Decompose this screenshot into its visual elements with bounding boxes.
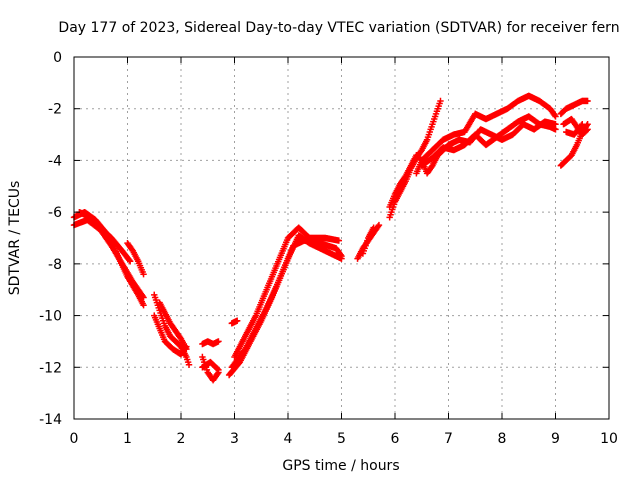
series-track-14 — [228, 317, 241, 327]
y-tick-label: -8 — [48, 257, 62, 273]
series-track-20 — [418, 113, 559, 169]
data-point — [183, 345, 190, 353]
x-tick-label: 9 — [551, 431, 560, 447]
series-track-6 — [151, 312, 190, 358]
y-axis-title: SDTVAR / TECUs — [7, 181, 23, 296]
data-point — [578, 122, 585, 129]
data-point — [552, 113, 559, 120]
y-tick-label: -2 — [48, 102, 62, 118]
y-tick-label: -12 — [39, 360, 62, 376]
data-point — [214, 365, 221, 373]
series-track-15 — [354, 221, 383, 262]
x-tick-label: 6 — [391, 431, 400, 447]
data-point — [583, 122, 590, 129]
data-point — [126, 256, 133, 264]
data-point — [437, 97, 444, 105]
y-tick-label: 0 — [53, 50, 62, 66]
series-track-19 — [413, 92, 559, 177]
data-point — [551, 111, 558, 119]
data-point — [215, 338, 222, 345]
series-track-7 — [156, 299, 190, 353]
data-point — [584, 97, 591, 105]
series-track-16 — [359, 224, 377, 257]
series-track-18 — [386, 118, 559, 211]
x-tick-label: 5 — [337, 431, 346, 447]
x-tick-label: 8 — [498, 431, 507, 447]
data-point — [139, 292, 146, 300]
data-point — [374, 223, 382, 230]
data-point — [338, 255, 345, 262]
x-tick-label: 3 — [230, 431, 239, 447]
x-tick-label: 2 — [177, 431, 186, 447]
series-track-13 — [231, 224, 343, 361]
data-point — [140, 294, 147, 301]
series-track-21 — [557, 97, 591, 118]
series-track-4 — [124, 239, 147, 278]
data-point — [140, 271, 147, 278]
series-track-23 — [557, 121, 591, 169]
data-point — [375, 221, 383, 229]
y-tick-label: -4 — [48, 153, 62, 169]
y-tick-label: -6 — [48, 205, 62, 221]
data-point — [185, 361, 193, 368]
x-tick-label: 0 — [70, 431, 79, 447]
x-tick-label: 10 — [600, 431, 618, 447]
x-tick-label: 4 — [284, 431, 293, 447]
data-point — [140, 302, 147, 309]
data-point — [579, 121, 586, 128]
data-point — [233, 317, 241, 324]
y-ticks: 0 -2 -4 -6 -8 -10 -12 -14 — [39, 50, 609, 428]
y-tick-label: -14 — [39, 412, 62, 428]
grid — [74, 57, 609, 419]
data-point — [370, 224, 377, 231]
series-track-10 — [199, 358, 222, 374]
x-axis-title: GPS time / hours — [282, 458, 399, 474]
y-tick-label: -10 — [39, 309, 62, 325]
data-point — [584, 121, 591, 128]
data-point — [215, 366, 222, 374]
x-ticks: 0 1 2 3 4 5 6 7 8 9 10 — [70, 57, 618, 447]
series-track-24 — [563, 121, 586, 138]
x-tick-label: 1 — [123, 431, 132, 447]
data-point — [126, 258, 134, 265]
x-tick-label: 7 — [444, 431, 453, 447]
data-point — [552, 126, 559, 133]
series-track-12 — [228, 232, 345, 371]
data-point — [335, 237, 343, 244]
series-track-3 — [76, 208, 134, 265]
data-marks — [70, 92, 591, 384]
series-track-8 — [199, 353, 222, 384]
chart-title: Day 177 of 2023, Sidereal Day-to-day VTE… — [58, 20, 619, 36]
series-track-9 — [199, 338, 222, 348]
